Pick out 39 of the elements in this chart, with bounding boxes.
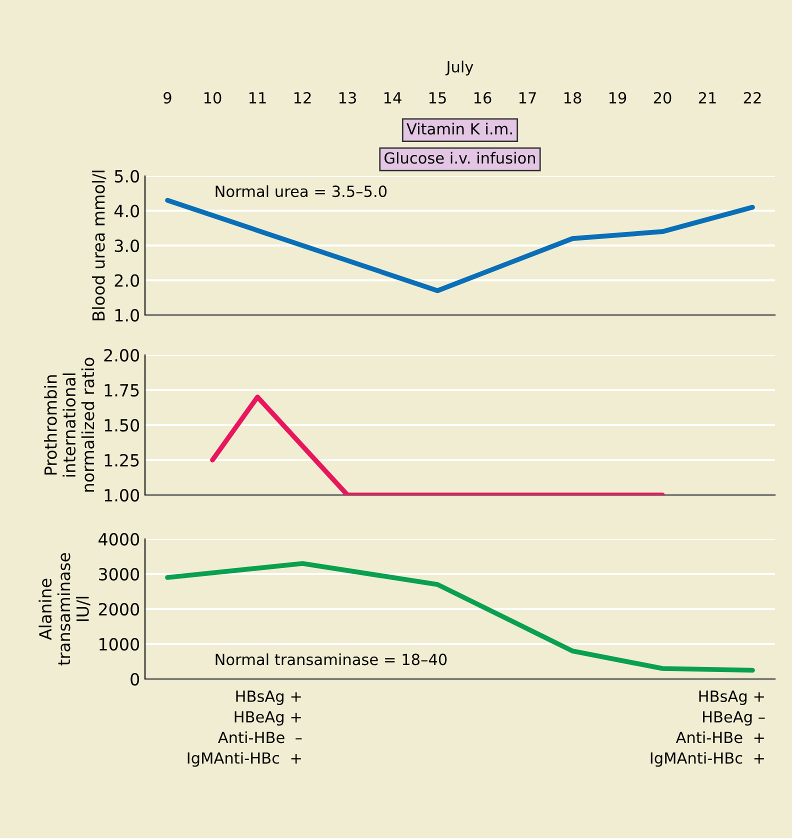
x-tick-label: 22 bbox=[744, 92, 761, 104]
x-tick-label: 10 bbox=[204, 92, 222, 104]
y-tick-label: 3.0 bbox=[114, 239, 140, 252]
text: Vitamin K i.m. bbox=[406, 122, 512, 135]
y-tick-label: 1.00 bbox=[104, 488, 140, 502]
text: Glucose i.v. infusion bbox=[384, 152, 536, 164]
y-axis-title: Blood urea mmol/l bbox=[92, 170, 106, 320]
y-tick-label: 4.0 bbox=[114, 204, 140, 218]
y-tick-label: 1000 bbox=[100, 638, 140, 651]
annotation: Normal urea = 3.5–5.0 bbox=[216, 185, 387, 198]
x-tick-label: 12 bbox=[294, 92, 311, 104]
y-tick-label: 2000 bbox=[98, 602, 140, 616]
annotation: Normal transaminase = 18–40 bbox=[216, 653, 447, 666]
x-tick-label: 20 bbox=[654, 92, 672, 104]
x-axis-title: July bbox=[445, 60, 474, 76]
x-tick-label: 16 bbox=[474, 92, 492, 104]
y-tick-label: 1.50 bbox=[104, 418, 140, 432]
y-tick-label: 1.25 bbox=[104, 454, 139, 467]
x-tick-label: 18 bbox=[564, 92, 582, 104]
x-tick-label: 21 bbox=[698, 92, 716, 104]
y-tick-label: 2.00 bbox=[104, 348, 140, 362]
y-axis-title: Prothrombin international normalized ratio bbox=[44, 358, 94, 492]
x-tick-label: 17 bbox=[519, 92, 536, 104]
y-tick-label: 3000 bbox=[98, 568, 140, 581]
x-tick-label: 9 bbox=[164, 92, 172, 104]
y-tick-label: 5.0 bbox=[114, 170, 140, 183]
text: HBsAg + HBeAg – Anti-HBe + IgMAnti-HBc + bbox=[650, 690, 765, 767]
x-tick-label: 11 bbox=[249, 92, 266, 104]
y-tick-label: 4000 bbox=[98, 532, 140, 546]
y-tick-label: 2.0 bbox=[114, 274, 140, 287]
x-tick-label: 13 bbox=[339, 92, 356, 104]
x-tick-label: 15 bbox=[429, 92, 446, 104]
y-tick-label: 1.0 bbox=[115, 308, 140, 322]
x-tick-label: 14 bbox=[384, 92, 402, 104]
text: HBsAg + HBeAg + Anti-HBe – IgMAnti-HBc + bbox=[188, 690, 302, 767]
y-tick-label: 0 bbox=[130, 672, 140, 686]
y-axis-title: Alanine transaminase IU/l bbox=[38, 553, 90, 666]
x-tick-label: 19 bbox=[609, 92, 626, 104]
y-tick-label: 1.75 bbox=[104, 384, 139, 397]
